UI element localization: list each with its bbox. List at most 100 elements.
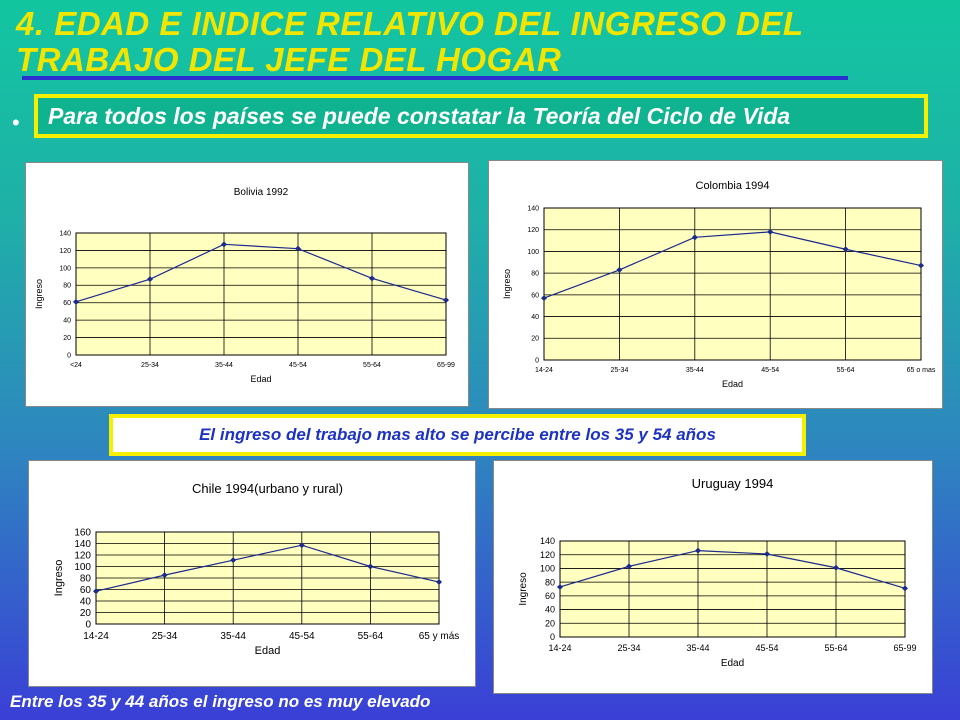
y-tick-label: 0 <box>535 357 539 364</box>
x-tick-label: 45-54 <box>289 631 315 642</box>
plot-area <box>543 207 922 361</box>
x-tick-label: 65-99 <box>437 362 455 369</box>
data-point <box>298 542 305 549</box>
y-tick-label: 0 <box>550 632 555 642</box>
data-point <box>616 266 623 273</box>
x-tick-label: 25-34 <box>141 362 159 369</box>
y-tick-label: 40 <box>80 597 92 608</box>
x-tick-label: 14-24 <box>548 643 571 653</box>
series-line <box>95 544 440 592</box>
y-tick-label: 0 <box>67 352 71 359</box>
y-tick-label: 140 <box>540 536 555 546</box>
plot-area <box>559 540 906 638</box>
y-tick-label: 60 <box>63 300 71 307</box>
x-axis-label: Edad <box>250 374 271 384</box>
callout-banner: El ingreso del trabajo mas alto se perci… <box>109 414 806 456</box>
y-tick-label: 60 <box>531 292 539 299</box>
y-tick-label: 40 <box>531 314 539 321</box>
x-tick-label: 65-99 <box>893 643 916 653</box>
data-point <box>221 241 227 248</box>
y-tick-label: 20 <box>531 336 539 343</box>
data-point <box>161 572 168 579</box>
data-point <box>767 228 774 235</box>
x-tick-label: 65 y más <box>419 631 460 642</box>
y-tick-label: 140 <box>527 205 539 212</box>
y-tick-label: 140 <box>59 230 71 237</box>
y-tick-label: 60 <box>545 591 555 601</box>
plot-area <box>75 232 447 356</box>
y-tick-label: 60 <box>80 585 92 596</box>
x-tick-label: 55-64 <box>824 643 847 653</box>
data-point <box>918 262 924 269</box>
y-tick-label: 80 <box>545 577 555 587</box>
data-point <box>369 275 375 282</box>
data-point <box>764 551 770 558</box>
data-point <box>93 588 99 595</box>
y-tick-label: 100 <box>527 249 539 256</box>
footer-note: Entre los 35 y 44 años el ingreso no es … <box>10 692 431 711</box>
x-tick-label: 55-64 <box>837 367 855 374</box>
data-point <box>833 564 839 571</box>
data-point <box>842 246 849 253</box>
x-tick-label: 14-24 <box>83 631 109 642</box>
x-tick-label: 55-64 <box>358 631 384 642</box>
y-tick-label: 40 <box>63 318 71 325</box>
x-tick-label: 45-54 <box>289 362 307 369</box>
title-underline <box>22 76 848 80</box>
data-point <box>73 298 79 305</box>
chart-title: Uruguay 1994 <box>692 476 774 491</box>
series-line <box>543 231 922 299</box>
data-point <box>367 563 374 570</box>
y-tick-label: 120 <box>540 550 555 560</box>
y-tick-label: 40 <box>545 605 555 615</box>
slide-title: 4. EDAD E INDICE RELATIVO DEL INGRESO DE… <box>16 5 803 78</box>
chart-uruguay-1994: 0 20 40 60 80 100 120 140 14-24 25-34 35-44 45-54 55… <box>493 460 933 694</box>
x-tick-label: 25-34 <box>617 643 640 653</box>
y-tick-label: 0 <box>85 620 91 631</box>
bullet-marker: • <box>12 110 20 135</box>
x-tick-label: 35-44 <box>220 631 246 642</box>
x-tick-label: 55-64 <box>363 362 381 369</box>
y-tick-label: 100 <box>59 265 71 272</box>
data-point <box>557 583 563 590</box>
chart-bolivia-1992: 0 20 40 60 80 100 120 140 <24 25-34 35-44 45-54 55-6… <box>25 162 469 407</box>
chart-chile-1994: 0 20 40 60 80 100 120 140 160 14-24 25-34 35-44 45-5… <box>28 460 476 687</box>
x-tick-label: 35-44 <box>686 643 709 653</box>
y-tick-label: 120 <box>527 227 539 234</box>
chart-colombia-1994: 0 20 40 60 80 100 120 140 14-24 25-34 35-44 45-54 55… <box>488 160 943 409</box>
data-point <box>295 245 301 252</box>
chart-title: Colombia 1994 <box>696 180 770 192</box>
y-tick-label: 20 <box>545 618 555 628</box>
x-tick-label: 45-54 <box>755 643 778 653</box>
data-point <box>626 563 632 570</box>
chart-title: Bolivia 1992 <box>234 187 289 198</box>
y-tick-label: 100 <box>540 564 555 574</box>
chart-title: Chile 1994(urbano y rural) <box>192 481 343 496</box>
x-tick-label: 35-44 <box>686 367 704 374</box>
x-tick-label: <24 <box>70 362 82 369</box>
x-tick-label: 65 o mas <box>907 367 936 374</box>
data-point <box>695 547 701 554</box>
y-tick-label: 120 <box>59 248 71 255</box>
data-point <box>541 295 547 302</box>
y-tick-label: 80 <box>80 574 92 585</box>
x-tick-label: 25-34 <box>152 631 178 642</box>
x-axis-label: Edad <box>721 658 744 669</box>
y-tick-label: 160 <box>74 528 91 539</box>
x-tick-label: 25-34 <box>610 367 628 374</box>
data-point <box>230 557 237 564</box>
y-tick-label: 20 <box>80 608 92 619</box>
series-line <box>75 243 447 303</box>
x-tick-label: 14-24 <box>535 367 553 374</box>
y-tick-label: 80 <box>531 271 539 278</box>
y-tick-label: 100 <box>74 562 91 573</box>
y-tick-label: 120 <box>74 551 91 562</box>
data-point <box>147 276 153 283</box>
y-axis-label: Ingreso <box>53 560 65 597</box>
x-axis-label: Edad <box>722 379 743 389</box>
y-axis-label: Ingreso <box>502 269 512 299</box>
main-statement-banner: Para todos los países se puede constatar… <box>34 94 928 138</box>
x-tick-label: 35-44 <box>215 362 233 369</box>
y-tick-label: 80 <box>63 283 71 290</box>
data-point <box>691 234 698 241</box>
